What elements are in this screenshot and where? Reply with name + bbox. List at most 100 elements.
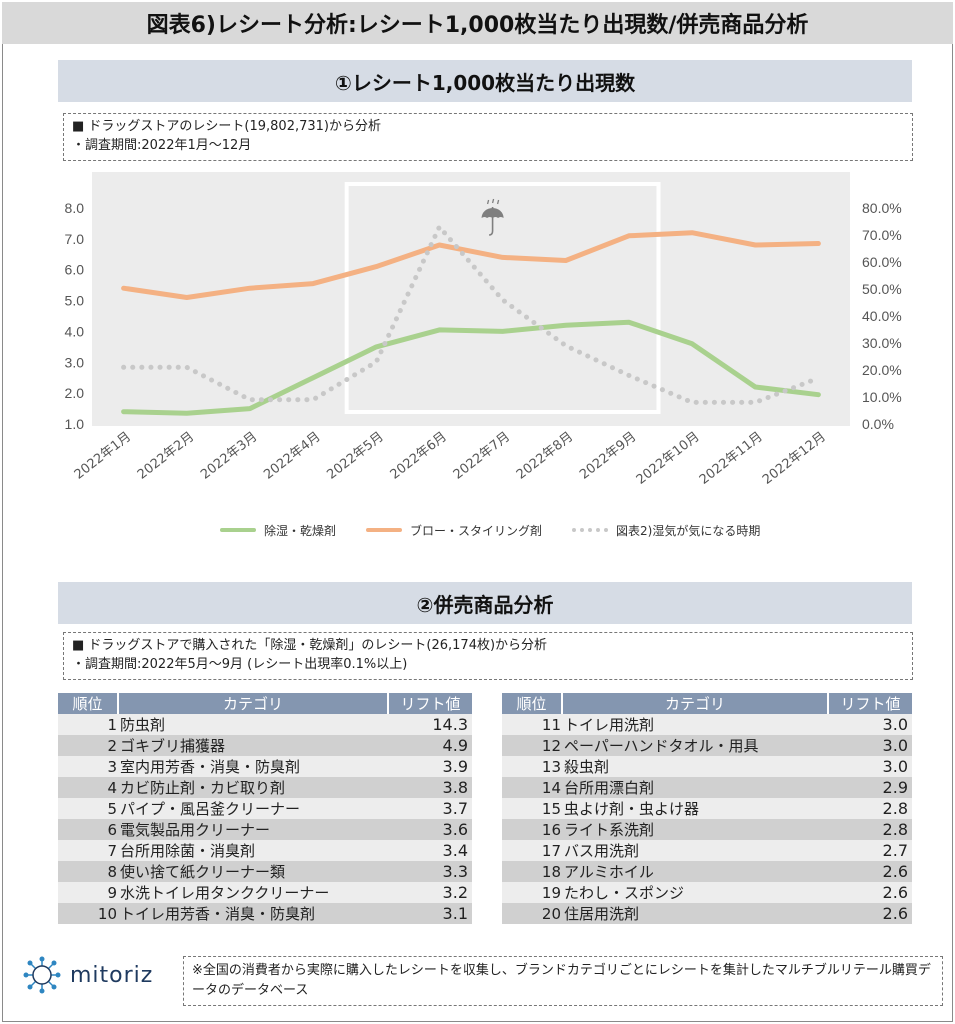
table-header-row: 順位 カテゴリ リフト値: [502, 693, 912, 714]
rank-cell: 1: [58, 714, 118, 735]
rank-cell: 8: [58, 861, 118, 882]
y-right-tick-label: 10.0%: [862, 389, 902, 405]
table-row: 20 住居用洗剤 2.6: [502, 903, 912, 924]
table-row: 5 パイプ・風呂釜クリーナー 3.7: [58, 798, 472, 819]
category-cell: たわし・スポンジ: [562, 882, 828, 903]
lift-cell: 2.8: [828, 798, 912, 819]
section1-title: ①レシート1,000枚当たり出現数: [58, 60, 912, 102]
lift-cell: 3.0: [828, 735, 912, 756]
category-cell: トイレ用洗剤: [562, 714, 828, 735]
line-chart: 8.0 7.0 6.0 5.0 4.0 3.0 2.0 1.0 80.0% 70.0% 60.0% 5…: [40, 170, 920, 570]
rank-cell: 20: [502, 903, 562, 924]
legend-item-humidity: 図表2)湿気が気になる時期: [572, 522, 760, 539]
rank-cell: 10: [58, 903, 118, 924]
section2-note: ■ ドラッグストアで購入された「除湿・乾燥剤」のレシート(26,174枚)から分…: [63, 632, 913, 680]
category-cell: パイプ・風呂釜クリーナー: [118, 798, 388, 819]
legend-item-styling: ブロー・スタイリング剤: [366, 522, 542, 539]
header-lift: リフト値: [388, 693, 472, 714]
category-cell: 防虫剤: [118, 714, 388, 735]
lift-cell: 2.6: [828, 903, 912, 924]
y-right-tick-label: 60.0%: [862, 254, 902, 270]
lift-cell: 3.0: [828, 714, 912, 735]
table-row: 10 トイレ用芳香・消臭・防臭剤 3.1: [58, 903, 472, 924]
x-tick-label: 2022年12月: [760, 429, 829, 487]
rank-cell: 5: [58, 798, 118, 819]
table-row: 19 たわし・スポンジ 2.6: [502, 882, 912, 903]
table-row: 16 ライト系洗剤 2.8: [502, 819, 912, 840]
table-row: 7 台所用除菌・消臭剤 3.4: [58, 840, 472, 861]
rank-cell: 13: [502, 756, 562, 777]
y-right-tick-label: 0.0%: [862, 416, 894, 432]
lift-cell: 2.9: [828, 777, 912, 798]
category-cell: 室内用芳香・消臭・防臭剤: [118, 756, 388, 777]
x-tick-label: 2022年3月: [198, 429, 260, 482]
header-category: カテゴリ: [118, 693, 389, 714]
rank-cell: 19: [502, 882, 562, 903]
category-cell: 水洗トイレ用タンククリーナー: [118, 882, 388, 903]
series-line-2: [121, 230, 821, 300]
lift-cell: 3.1: [388, 903, 472, 924]
table-header-row: 順位 カテゴリ リフト値: [58, 693, 472, 714]
rank-cell: 7: [58, 840, 118, 861]
lift-cell: 3.2: [388, 882, 472, 903]
y-right-tick-label: 20.0%: [862, 362, 902, 378]
table-row: 1 防虫剤 14.3: [58, 714, 472, 735]
category-cell: バス用洗剤: [562, 840, 828, 861]
category-cell: 使い捨て紙クリーナー類: [118, 861, 388, 882]
y-left-tick-label: 3.0: [65, 354, 85, 370]
rank-cell: 12: [502, 735, 562, 756]
header-lift: リフト値: [828, 693, 912, 714]
legend-label-styling: ブロー・スタイリング剤: [410, 523, 543, 538]
lift-cell: 3.9: [388, 756, 472, 777]
rank-cell: 2: [58, 735, 118, 756]
y-left-tick-label: 8.0: [65, 200, 85, 216]
mitoriz-logo-icon: [23, 956, 61, 994]
category-cell: カビ防止剤・カビ取り剤: [118, 777, 388, 798]
x-tick-label: 2022年4月: [261, 429, 323, 482]
lift-cell: 3.3: [388, 861, 472, 882]
section2-note-line2: ・調査期間:2022年5月〜9月 (レシート出現率0.1%以上): [72, 657, 408, 672]
y-right-tick-label: 80.0%: [862, 200, 902, 216]
y-left-tick-label: 7.0: [65, 231, 85, 247]
series-line-1: [121, 319, 821, 416]
lift-cell: 2.8: [828, 819, 912, 840]
section1-note-line1: ■ ドラッグストアのレシート(19,802,731)から分析: [72, 119, 381, 134]
lift-table-right: 順位 カテゴリ リフト値 11 トイレ用洗剤 3.0 12 ペーパーハンドタオル・用具 3…: [502, 693, 912, 924]
rank-cell: 6: [58, 819, 118, 840]
rank-cell: 4: [58, 777, 118, 798]
lift-cell: 4.9: [388, 735, 472, 756]
category-cell: ゴキブリ捕獲器: [118, 735, 388, 756]
table-row: 4 カビ防止剤・カビ取り剤 3.8: [58, 777, 472, 798]
legend-label-dehumidifier: 除湿・乾燥剤: [264, 523, 337, 538]
table-row: 6 電気製品用クリーナー 3.6: [58, 819, 472, 840]
y-left-tick-label: 4.0: [65, 323, 85, 339]
plot-area: [92, 172, 850, 426]
legend-swatch-styling: [366, 528, 403, 532]
table-row: 11 トイレ用洗剤 3.0: [502, 714, 912, 735]
rank-cell: 14: [502, 777, 562, 798]
highlight-period-box: [344, 182, 661, 414]
lift-cell: 2.6: [828, 861, 912, 882]
table-row: 3 室内用芳香・消臭・防臭剤 3.9: [58, 756, 472, 777]
rank-cell: 17: [502, 840, 562, 861]
lift-cell: 3.7: [388, 798, 472, 819]
y-left-tick-label: 2.0: [65, 385, 85, 401]
legend-item-dehumidifier: 除湿・乾燥剤: [220, 522, 336, 539]
rank-cell: 16: [502, 819, 562, 840]
page-title: 図表6)レシート分析:レシート1,000枚当たり出現数/併売商品分析: [2, 2, 953, 44]
table-row: 12 ペーパーハンドタオル・用具 3.0: [502, 735, 912, 756]
lift-cell: 2.6: [828, 882, 912, 903]
lift-cell: 3.0: [828, 756, 912, 777]
table-row: 15 虫よけ剤・虫よけ器 2.8: [502, 798, 912, 819]
table-row: 2 ゴキブリ捕獲器 4.9: [58, 735, 472, 756]
section2-title: ②併売商品分析: [58, 582, 912, 624]
category-cell: 虫よけ剤・虫よけ器: [562, 798, 828, 819]
mitoriz-logo-text: mitoriz: [70, 962, 154, 988]
category-cell: 住居用洗剤: [562, 903, 828, 924]
table-row: 14 台所用漂白剤 2.9: [502, 777, 912, 798]
header-category: カテゴリ: [562, 693, 829, 714]
rank-cell: 9: [58, 882, 118, 903]
x-tick-label: 2022年8月: [514, 429, 576, 482]
legend-label-humidity: 図表2)湿気が気になる時期: [616, 523, 761, 538]
category-cell: トイレ用芳香・消臭・防臭剤: [118, 903, 388, 924]
